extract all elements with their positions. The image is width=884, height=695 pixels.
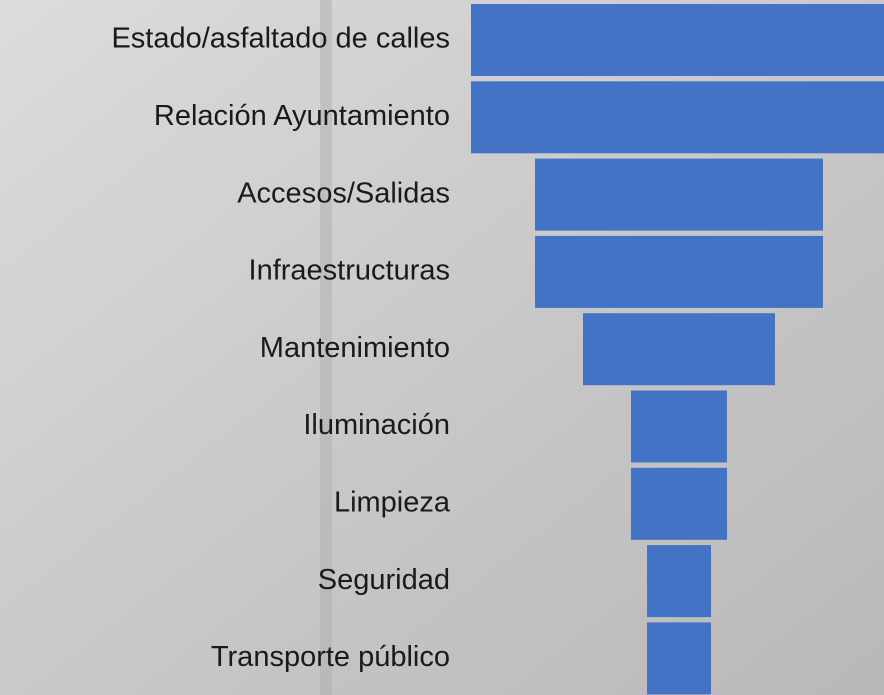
funnel-bar — [631, 390, 727, 463]
category-label: Mantenimiento — [260, 332, 450, 364]
funnel-bar — [535, 158, 823, 231]
funnel-bar — [535, 235, 823, 308]
category-label: Transporte público — [211, 641, 450, 673]
funnel-bar — [471, 81, 884, 154]
category-label: Accesos/Salidas — [237, 177, 450, 209]
category-label: Relación Ayuntamiento — [154, 100, 450, 132]
category-label: Infraestructuras — [249, 255, 450, 287]
funnel-bar — [647, 622, 711, 695]
funnel-bar — [631, 467, 727, 540]
category-label: Estado/asfaltado de calles — [111, 23, 450, 55]
funnel-bar — [647, 545, 711, 618]
category-label: Seguridad — [318, 564, 450, 596]
category-label: Iluminación — [303, 409, 450, 441]
funnel-bar — [583, 313, 775, 386]
category-label: Limpieza — [334, 486, 451, 518]
plot-area: Estado/asfaltado de calles Relación Ayunt… — [111, 4, 884, 695]
funnel-bar — [471, 4, 884, 76]
background-pole — [320, 0, 332, 695]
